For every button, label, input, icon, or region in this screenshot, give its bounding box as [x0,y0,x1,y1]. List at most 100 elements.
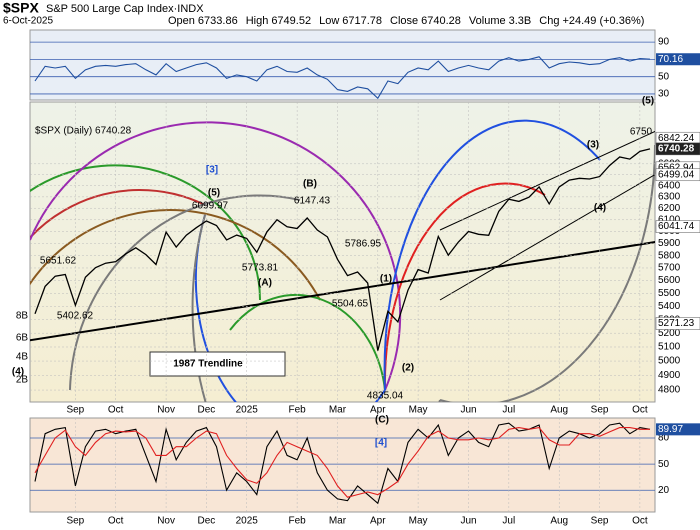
x-tick-label: Sep [591,405,609,416]
y-tick-label: 4900 [658,370,681,381]
x-tick-label: Feb [289,516,307,527]
annotation: 4B [16,352,29,363]
level-label: 5271.23 [658,318,695,329]
annotation: (4) [594,203,606,214]
annotation: 2B [16,375,29,386]
y-tick-label: 6400 [658,180,681,191]
x-tick-label: Nov [157,405,175,416]
x-tick-label: 2025 [236,516,259,527]
x-tick-label: Jul [502,516,515,527]
level-badge [655,142,700,156]
field-label: High [246,15,269,27]
ohlc: Open 6733.86 High 6749.52 Low 6717.78 Close 674… [168,15,644,27]
field-value: 6733.86 [198,15,238,27]
value-badge [656,423,700,436]
x-tick-label: Feb [289,405,307,416]
annotation: 5651.62 [40,256,77,267]
annotation: (2) [402,363,414,374]
x-tick-label: May [409,516,428,527]
index-name: S&P 500 Large Cap Index·INDX [46,3,204,15]
series-line [34,427,650,498]
level-label: 6740.28 [658,144,695,155]
x-tick-label: Dec [198,516,216,527]
y-tick-label: 5500 [658,288,681,299]
x-tick-label: May [409,405,428,416]
annotation: [4] [375,438,387,449]
x-tick-label: Aug [550,516,568,527]
x-tick-label: Oct [108,516,124,527]
trendline-box [149,351,286,377]
series-line [34,56,651,100]
rsi-panel [29,29,656,101]
y-tick-label: 90 [658,37,670,48]
y-tick-label: 6200 [658,203,681,214]
level-label: 6562.94 [658,162,695,173]
y-tick-label: 50 [658,459,670,470]
field-value: +24.49 (+0.36%) [562,15,644,27]
x-tick-label: Aug [550,405,568,416]
annotation: 6099.97 [192,201,229,212]
field-value: 6740.28 [421,15,461,27]
annotation: 6B [16,333,29,344]
annotation: 5402.62 [57,311,94,322]
x-tick-label: Oct [632,516,648,527]
x-tick-label: Apr [370,516,386,527]
x-tick-label: Sep [591,516,609,527]
annotation: (A) [258,278,272,289]
annotation: 8B [16,311,29,322]
annotation: 6147.43 [294,196,331,207]
y-tick-label: 5700 [658,263,681,274]
level-label: 6842.24 [658,133,695,144]
value-label: 89.97 [658,424,683,435]
annotation: (5) [642,96,654,107]
value-badge [656,53,700,66]
x-tick-label: Apr [370,405,386,416]
x-tick-label: Oct [108,405,124,416]
field-value: 3.3B [509,15,532,27]
x-tick-label: Oct [632,405,648,416]
y-tick-label: 20 [658,485,670,496]
x-tick-label: Sep [66,516,84,527]
field-value: 6717.78 [342,15,382,27]
y-tick-label: 50 [658,71,670,82]
annotation: 6750 [630,127,653,138]
series-line [34,422,651,505]
x-tick-label: Mar [329,516,347,527]
annotation: (5) [208,188,220,199]
annotation: 5773.81 [242,263,279,274]
y-tick-label: 30 [658,89,670,100]
x-tick-label: Jun [460,516,476,527]
annotation: 4835.04 [367,391,404,402]
y-tick-label: 6100 [658,214,681,225]
value-label: 70.16 [658,54,683,65]
field-value: 6749.52 [271,15,311,27]
field-label: Chg [539,15,559,27]
y-tick-label: 4800 [658,385,681,396]
x-tick-label: Dec [198,405,216,416]
field-label: Low [319,15,339,27]
x-tick-label: Jul [502,405,515,416]
symbol: $SPX [3,0,39,16]
x-tick-label: Mar [329,405,347,416]
x-tick-label: Sep [66,405,84,416]
y-tick-label: 5800 [658,250,681,261]
annotation: (3) [587,140,599,151]
x-tick-label: Jun [460,405,476,416]
y-tick-label: 5400 [658,301,681,312]
y-tick-label: 5900 [658,238,681,249]
annotation: (B) [303,179,317,190]
annotation: 5786.95 [345,239,382,250]
annotation: (C) [375,415,389,426]
y-tick-label: 5200 [658,328,681,339]
price-panel [29,101,656,403]
y-tick-label: 5600 [658,275,681,286]
annotation: 5504.65 [332,299,369,310]
date: 6-Oct-2025 [3,16,53,27]
x-tick-label: Nov [157,516,175,527]
level-badge [655,168,700,182]
y-tick-label: 5000 [658,356,681,367]
y-tick-label: 6300 [658,192,681,203]
annotation: [3] [206,165,218,176]
annotation: (4) [12,367,24,378]
